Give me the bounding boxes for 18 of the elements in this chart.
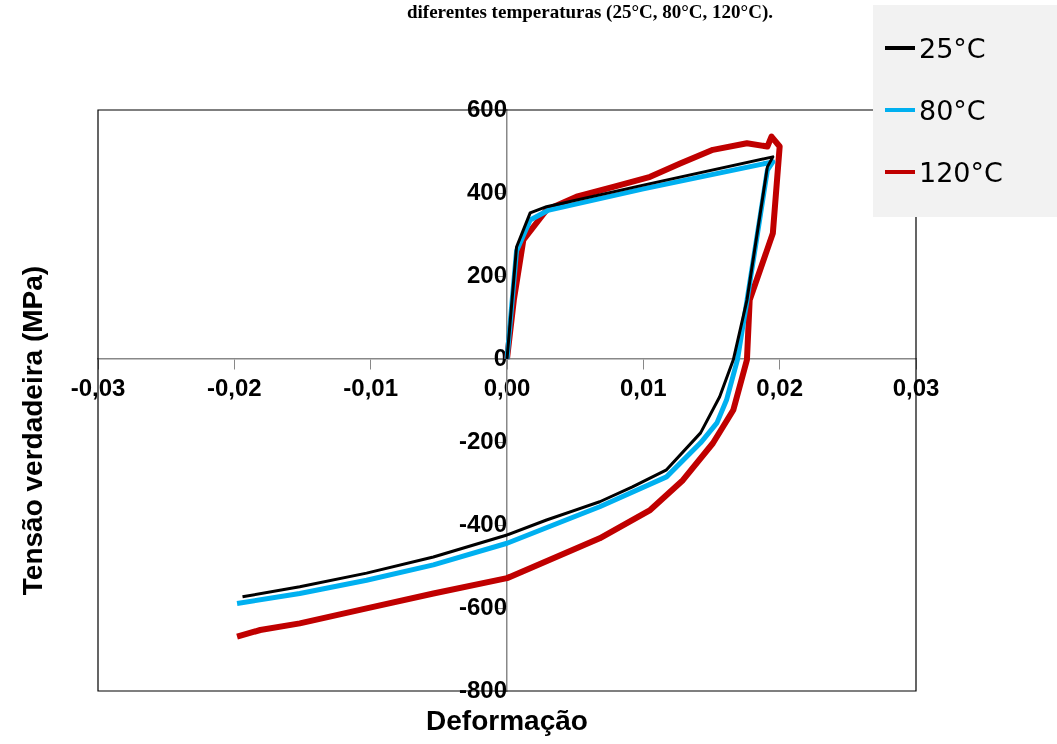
y-tick-label: -800 [458, 675, 507, 703]
y-axis-title: Tensão verdadeira (MPa) [16, 265, 48, 596]
x-tick-label: -0,02 [206, 374, 262, 402]
chart-title: diferentes temperaturas (25°C, 80°C, 120°C). [407, 1, 773, 24]
y-tick-label: -400 [458, 509, 507, 537]
x-tick-label: 0,01 [619, 374, 667, 402]
legend-label: 80°C [919, 94, 986, 126]
y-tick-label: 400 [466, 177, 507, 205]
y-tick-label: 600 [466, 94, 507, 122]
x-tick-label: 0,00 [483, 374, 531, 402]
legend-label: 25°C [919, 32, 986, 64]
x-tick-label: -0,01 [343, 374, 399, 402]
legend-label: 120°C [919, 156, 1003, 188]
x-axis-title: Deformação [426, 704, 588, 736]
y-tick-label: -200 [458, 426, 507, 454]
y-tick-label: 200 [466, 260, 507, 288]
x-tick-label: 0,02 [756, 374, 804, 402]
y-tick-label: -600 [458, 592, 507, 620]
